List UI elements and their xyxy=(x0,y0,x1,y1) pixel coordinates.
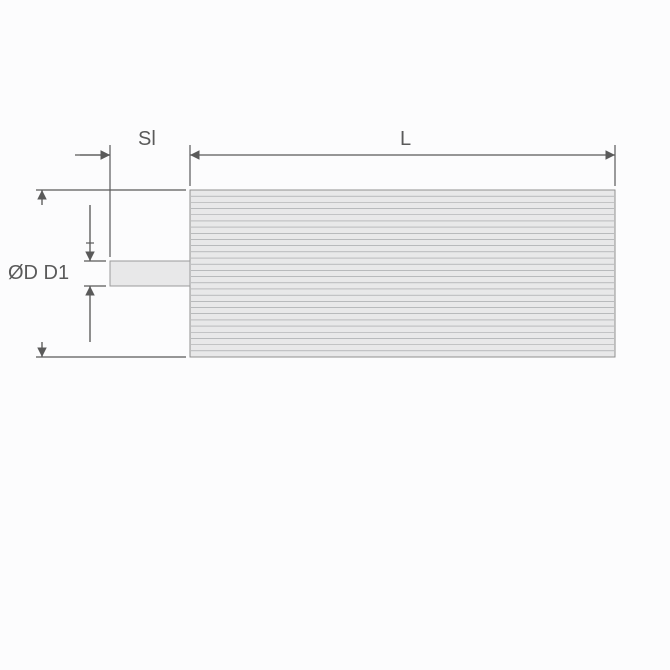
label-diameter: ØD D1 xyxy=(8,262,69,285)
engineering-diagram xyxy=(0,0,670,670)
label-l: L xyxy=(400,128,411,151)
label-sl: Sl xyxy=(138,128,156,151)
